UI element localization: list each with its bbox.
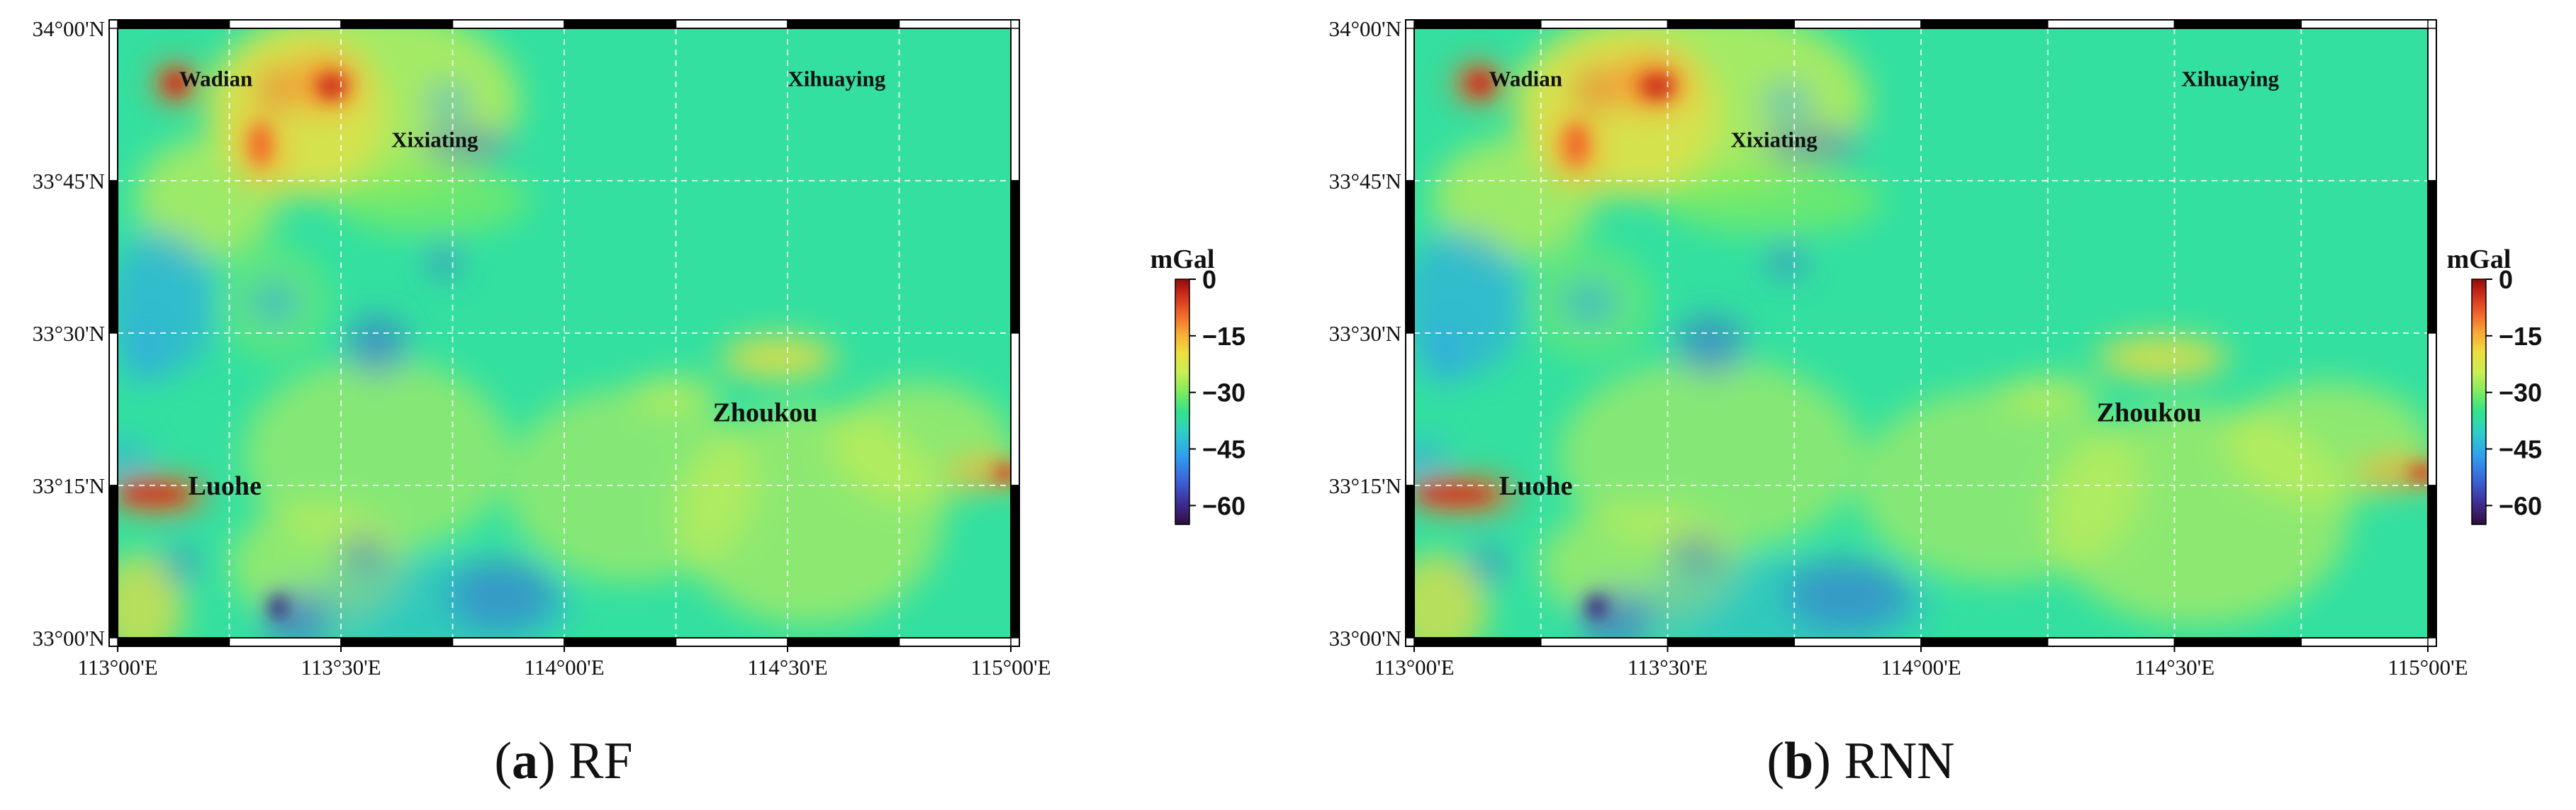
lon-tick-label: 114°00'E: [1881, 655, 1961, 680]
lon-tick-label: 113°00'E: [77, 655, 157, 680]
colorbar-tick-label: −45: [2499, 435, 2542, 464]
lat-tick-label: 33°00'N: [33, 626, 105, 651]
lat-tick-label: 34°00'N: [1329, 16, 1401, 41]
city-label-wadian: Wadian: [1489, 67, 1562, 91]
city-label-luohe: Luohe: [188, 471, 261, 501]
caption-letter: b: [1784, 732, 1813, 790]
caption-method: RNN: [1844, 732, 1954, 790]
colorbar-unit: mGal: [1150, 244, 1215, 274]
city-label-luohe: Luohe: [1499, 471, 1572, 501]
lon-tick-label: 115°00'E: [970, 655, 1051, 680]
colorbar-tick-label: −60: [2499, 491, 2542, 520]
lon-tick-label: 114°30'E: [2134, 655, 2214, 680]
city-label-wadian: Wadian: [179, 67, 252, 91]
city-label-zhoukou: Zhoukou: [2097, 398, 2202, 428]
lat-tick-label: 33°15'N: [33, 473, 105, 498]
lon-tick-label: 113°00'E: [1374, 655, 1454, 680]
lon-tick-label: 114°30'E: [747, 655, 827, 680]
colorbar-tick-label: −30: [2499, 378, 2542, 407]
lon-tick-label: 113°30'E: [1628, 655, 1708, 680]
lat-tick-label: 33°45'N: [33, 169, 105, 193]
lon-tick-label: 115°00'E: [2387, 655, 2468, 680]
map-frame: [108, 19, 1020, 647]
city-label-xixiating: Xixiating: [391, 128, 478, 152]
city-label-xihuaying: Xihuaying: [788, 67, 885, 91]
city-label-xixiating: Xixiating: [1731, 128, 1818, 152]
lon-tick-label: 114°00'E: [524, 655, 604, 680]
gravity-anomaly-field: [1414, 28, 2428, 638]
colorbar-unit: mGal: [2447, 244, 2511, 274]
lat-tick-label: 34°00'N: [33, 16, 105, 41]
map-panel-rnn: 113°00'E 113°30'E 114°00'E 114°30'E 115°00'E…: [1329, 16, 2542, 790]
graticule: [118, 28, 1011, 638]
lon-tick-label: 113°30'E: [301, 655, 381, 680]
panel-caption-rnn: (b) RNN: [1766, 732, 1954, 790]
caption-letter: a: [512, 732, 538, 790]
city-label-xihuaying: Xihuaying: [2181, 67, 2279, 91]
city-label-zhoukou: Zhoukou: [713, 398, 818, 428]
lat-tick-label: 33°45'N: [1329, 169, 1401, 193]
graticule: [1414, 28, 2428, 638]
colorbar-tick-label: 0: [1202, 265, 1216, 294]
colorbar-tick-label: −15: [1202, 322, 1245, 351]
map-panel-rf: 113°00'E 113°30'E 114°00'E 114°30'E 115°00'E…: [33, 16, 1245, 790]
colorbar-tick-label: −60: [1202, 491, 1245, 520]
lat-tick-label: 33°15'N: [1329, 473, 1401, 498]
lat-tick-label: 33°00'N: [1329, 626, 1401, 651]
lat-tick-label: 33°30'N: [33, 321, 105, 346]
lat-tick-label: 33°30'N: [1329, 321, 1401, 346]
colorbar-tick-label: −15: [2499, 322, 2542, 351]
colorbar-tick-label: −30: [1202, 378, 1245, 407]
colorbar-tick-label: −45: [1202, 435, 1245, 464]
panel-caption-rf: (a) RF: [494, 732, 632, 790]
caption-method: RF: [569, 732, 633, 790]
colorbar-tick-label: 0: [2499, 265, 2513, 294]
